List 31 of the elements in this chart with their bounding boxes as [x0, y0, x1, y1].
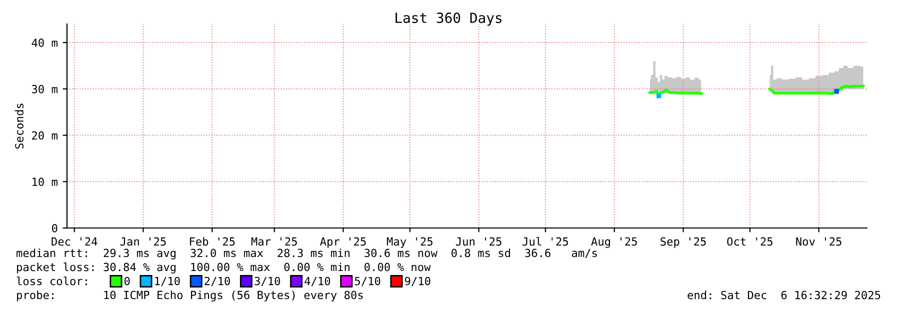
y-tick-label: 20 m	[32, 131, 58, 140]
x-tick-label: Aug '25	[591, 237, 637, 248]
y-axis-title: Seconds	[14, 104, 24, 149]
x-tick-label: Oct '25	[727, 237, 772, 246]
legend-label: 9/10	[404, 276, 430, 286]
legend-label: 3/10	[254, 276, 280, 286]
text: end: Sat Dec 6 16:32:29 2025	[688, 290, 880, 300]
x-tick-label: May '25	[386, 237, 432, 248]
y-tick-label: 30 m	[32, 84, 58, 94]
x-tick-label: Jun '25	[456, 237, 502, 246]
x-tick-label: Mar '25	[251, 237, 297, 246]
x-tick-label: Feb '25	[190, 237, 235, 246]
text: packet loss: 30.84 % avg 100.00 % max 0.00 % min 0.00 % now	[17, 262, 431, 274]
legend-label: 5/10	[354, 276, 380, 286]
chart-title: Last 360 Days	[396, 12, 502, 26]
y-tick-label: 0	[52, 224, 58, 232]
legend-label: 4/10	[304, 276, 330, 286]
x-tick-label: Sep '25	[660, 237, 706, 248]
x-tick-label: Jul '25	[522, 237, 568, 246]
y-tick-label: 40 m	[32, 38, 58, 47]
x-tick-label: Apr '25	[320, 237, 366, 248]
y-tick-label: 10 m	[32, 178, 58, 186]
x-tick-label: Nov '25	[796, 237, 842, 246]
text: probe: 10 ICMP Echo Pings (56 Bytes) every 80s	[17, 290, 363, 302]
legend-label: 1/10	[155, 276, 180, 286]
legend-label: 2/10	[204, 276, 230, 286]
legend-label: 0	[124, 276, 130, 286]
text: loss color:	[16, 276, 87, 286]
x-tick-label: Jan '25	[120, 237, 166, 246]
x-tick-label: Dec '24	[52, 237, 98, 246]
text: median rtt: 29.3 ms avg 32.0 ms max 28.3 ms min 30.6 ms now 0.8 ms sd 36.6 am/s	[16, 248, 597, 260]
